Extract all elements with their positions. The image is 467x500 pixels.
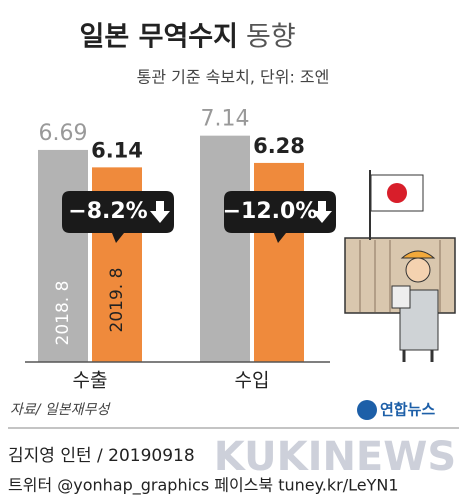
annotation: −8.2%	[68, 199, 147, 224]
logo: 연합뉴스	[380, 401, 435, 419]
worker-head	[405, 257, 431, 283]
source: 자료/ 일본재무성	[10, 402, 111, 418]
logo-mark	[357, 400, 377, 420]
chart-title: 일본 무역수지	[80, 22, 238, 53]
value-label: 6.28	[253, 134, 305, 158]
legend-label: 2018. 8	[53, 281, 73, 346]
legend-label: 2019. 8	[107, 268, 127, 333]
down-arrow	[150, 201, 170, 223]
callout-box	[224, 191, 336, 243]
illustration	[344, 170, 456, 362]
watermark: KUKINEWS	[214, 434, 456, 480]
value-label: 6.14	[91, 138, 143, 162]
chart-subtitle: 통관 기준 속보치, 단위: 조엔	[137, 68, 330, 87]
social: 트위터 @yonhap_graphics 페이스북 tuney.kr/LeYN1	[8, 476, 399, 496]
worker-legs	[402, 350, 434, 362]
callout-box	[62, 191, 174, 243]
down-arrow	[312, 201, 332, 223]
value-label: 6.69	[39, 121, 88, 146]
bar	[38, 149, 88, 362]
bar	[200, 135, 250, 362]
worker-helmet	[400, 250, 436, 259]
value-label: 7.14	[201, 107, 250, 132]
chart-title-suffix: 동향	[246, 22, 296, 53]
x-tick-label: 수입	[235, 370, 270, 392]
x-tick-label: 수출	[73, 370, 108, 392]
annotation: −12.0%	[223, 199, 318, 224]
clipboard	[391, 285, 411, 309]
byline: 김지영 인턴 / 20190918	[8, 446, 195, 466]
flag-circle	[387, 183, 407, 203]
